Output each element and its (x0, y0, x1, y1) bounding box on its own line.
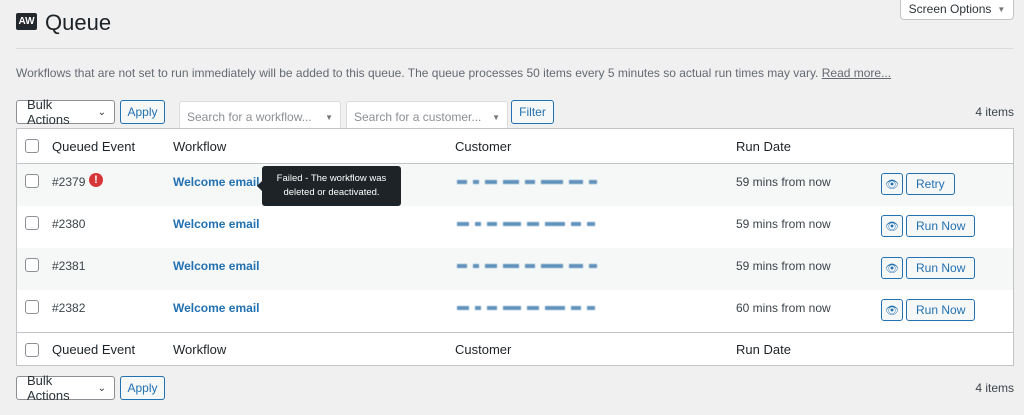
bulk-actions-label: Bulk Actions (27, 97, 70, 127)
eye-icon: 👁 (885, 178, 899, 191)
workflow-link[interactable]: Welcome email (173, 217, 260, 231)
retry-button[interactable]: Retry (906, 173, 955, 195)
run-date: 59 mins from now (736, 175, 831, 189)
customer-redacted (457, 262, 597, 270)
error-tooltip: Failed - The workflow was deleted or dea… (257, 166, 401, 206)
read-more-link[interactable]: Read more... (821, 66, 892, 80)
run-date: 60 mins from now (736, 301, 831, 315)
workflow-link[interactable]: Welcome email (173, 301, 260, 315)
bulk-actions-label: Bulk Actions (27, 373, 70, 403)
caret-down-icon: ▼ (492, 112, 500, 122)
screen-options-button[interactable]: Screen Options ▼ (900, 0, 1014, 20)
queue-table: Queued Event Workflow Customer Run Date … (16, 128, 1014, 366)
select-all-checkbox[interactable] (25, 342, 39, 357)
row-checkbox[interactable] (25, 216, 39, 230)
eye-icon: 👁 (885, 220, 899, 233)
row-checkbox[interactable] (25, 300, 39, 314)
description: Workflows that are not set to run immedi… (16, 66, 891, 80)
queued-event-id: #2382 (52, 301, 86, 315)
row-checkbox[interactable] (25, 258, 39, 272)
workflow-link[interactable]: Welcome email (173, 259, 260, 273)
customer-search-placeholder: Search for a customer... (354, 110, 482, 124)
customer-redacted (457, 178, 597, 186)
column-customer[interactable]: Customer (455, 138, 512, 154)
eye-icon: 👁 (885, 304, 899, 317)
divider (16, 48, 1014, 49)
description-text: Workflows that are not set to run immedi… (16, 66, 822, 80)
column-queued-event[interactable]: Queued Event (52, 342, 136, 357)
run-now-button[interactable]: Run Now (906, 257, 976, 279)
select-all-checkbox[interactable] (25, 139, 39, 153)
eye-icon: 👁 (885, 262, 899, 275)
queued-event-id: #2381 (52, 259, 86, 273)
table-footer: Queued Event Workflow Customer Run Date (17, 332, 1013, 366)
queued-event-id: #2380 (52, 217, 86, 231)
column-workflow[interactable]: Workflow (173, 138, 227, 154)
customer-redacted (457, 304, 595, 312)
table-header: Queued Event Workflow Customer Run Date (17, 129, 1013, 164)
customer-redacted (457, 220, 595, 228)
item-count-bottom: 4 items (975, 381, 1014, 395)
page-title: Queue (45, 10, 112, 35)
filter-button[interactable]: Filter (511, 100, 554, 124)
caret-down-icon: ▼ (997, 4, 1006, 14)
queued-event-id: #2379 (52, 175, 86, 189)
view-button[interactable]: 👁 (881, 299, 903, 321)
table-row: #2379 Welcome email 59 mins from now 👁 R… (17, 164, 1013, 206)
view-button[interactable]: 👁 (881, 257, 903, 279)
bulk-actions-select[interactable]: Bulk Actions ⌄ (16, 97, 115, 127)
chevron-down-icon: ⌄ (97, 106, 106, 118)
bulk-actions-select-bottom[interactable]: Bulk Actions ⌄ (16, 373, 115, 403)
view-button[interactable]: 👁 (881, 173, 903, 195)
table-row: #2382 Welcome email 60 mins from now 👁 R… (17, 290, 1013, 332)
error-icon[interactable]: ! (89, 173, 103, 187)
workflow-search-placeholder: Search for a workflow... (187, 110, 312, 124)
column-customer[interactable]: Customer (455, 342, 512, 357)
screen-options-label: Screen Options (908, 2, 992, 16)
run-now-button[interactable]: Run Now (906, 215, 976, 237)
item-count: 4 items (975, 105, 1014, 119)
run-now-button[interactable]: Run Now (906, 299, 976, 321)
column-workflow[interactable]: Workflow (173, 342, 227, 357)
column-run-date[interactable]: Run Date (736, 138, 791, 154)
workflow-search-input[interactable]: Search for a workflow... ▼ (179, 101, 341, 133)
caret-down-icon: ▼ (325, 112, 333, 122)
run-date: 59 mins from now (736, 259, 831, 273)
column-run-date[interactable]: Run Date (736, 342, 791, 357)
table-row: #2380 Welcome email 59 mins from now 👁 R… (17, 206, 1013, 248)
row-checkbox[interactable] (25, 174, 39, 188)
apply-button[interactable]: Apply (120, 100, 165, 124)
view-button[interactable]: 👁 (881, 215, 903, 237)
run-date: 59 mins from now (736, 217, 831, 231)
apply-button-bottom[interactable]: Apply (120, 376, 165, 400)
workflow-link[interactable]: Welcome email (173, 175, 260, 189)
column-queued-event[interactable]: Queued Event (52, 138, 136, 154)
table-row: #2381 Welcome email 59 mins from now 👁 R… (17, 248, 1013, 290)
logo: AW (16, 13, 37, 30)
chevron-down-icon: ⌄ (97, 382, 106, 394)
